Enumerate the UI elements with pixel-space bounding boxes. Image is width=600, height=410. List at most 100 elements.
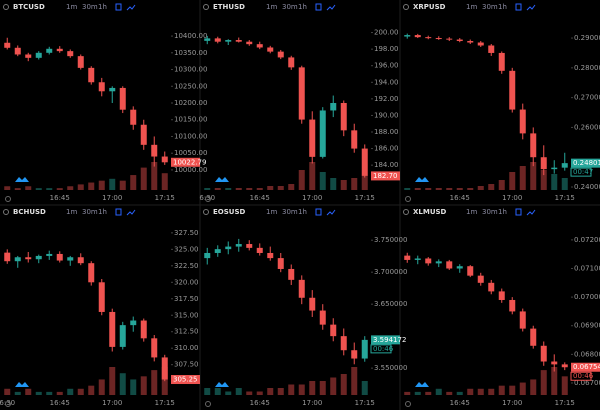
volume-bar: [414, 391, 421, 395]
volume-bar: [25, 186, 32, 190]
settings-icon[interactable]: [403, 209, 409, 215]
settings-icon[interactable]: [203, 4, 209, 10]
settings-icon[interactable]: [3, 4, 9, 10]
interval-button[interactable]: 1m: [66, 208, 77, 216]
interval-button[interactable]: 30m: [482, 208, 498, 216]
x-tick-label: 17:00: [102, 399, 122, 407]
chart-type-icon[interactable]: [315, 3, 322, 11]
interval-button[interactable]: 30m: [282, 208, 298, 216]
candle-body: [477, 275, 484, 283]
volume-bar: [46, 188, 53, 190]
interval-button[interactable]: 1m: [266, 3, 277, 11]
chart-type-icon[interactable]: [515, 3, 522, 11]
candle-body: [214, 38, 221, 42]
last-price-label: 10022.79: [173, 158, 206, 166]
volume-bar: [204, 188, 211, 190]
y-tick-label: 10150.00: [174, 116, 207, 124]
last-price-box: [571, 158, 600, 168]
candle-body: [361, 148, 368, 176]
interval-button[interactable]: 30m: [482, 3, 498, 11]
interval-button[interactable]: 30m: [82, 3, 98, 11]
interval-button[interactable]: 1h: [498, 3, 507, 11]
chart-type-icon[interactable]: [515, 208, 522, 216]
x-tick-label: 17:00: [302, 399, 322, 407]
y-tick-label: 0.0720000: [574, 236, 600, 244]
interval-button[interactable]: 1m: [66, 3, 77, 11]
x-tick-label: 17:15: [155, 194, 175, 202]
symbol[interactable]: BTCUSD: [13, 3, 45, 11]
volume-bar: [4, 388, 11, 395]
interval-button[interactable]: 30m: [82, 208, 98, 216]
indicator-icon[interactable]: [126, 4, 136, 11]
y-tick-label: 312.50: [174, 328, 199, 336]
volume-bar: [330, 377, 337, 395]
volume-bar: [267, 388, 274, 395]
candle-body: [161, 357, 168, 380]
chart-type-icon[interactable]: [115, 3, 122, 11]
candle-body: [319, 310, 326, 325]
interval-button[interactable]: 1h: [298, 208, 307, 216]
indicator-icon[interactable]: [326, 4, 336, 11]
settings-icon[interactable]: [205, 196, 211, 202]
interval-button[interactable]: 1h: [98, 3, 107, 11]
indicator-icon[interactable]: [526, 4, 536, 11]
interval-button[interactable]: 1h: [98, 208, 107, 216]
chart-type-icon[interactable]: [315, 208, 322, 216]
candle-body: [109, 311, 116, 347]
y-tick-label: 3.700000: [374, 268, 407, 276]
y-tick-label: 186.00: [374, 145, 399, 153]
y-tick-label: 10250.00: [174, 82, 207, 90]
last-price-label: 3.594172: [373, 336, 406, 344]
candle-body: [288, 268, 295, 280]
last-price-label: 0.0675498: [573, 363, 600, 371]
symbol[interactable]: EOSUSD: [213, 208, 245, 216]
settings-icon[interactable]: [205, 401, 211, 407]
volume-bar: [130, 175, 137, 190]
interval-button[interactable]: 1h: [498, 208, 507, 216]
settings-icon[interactable]: [203, 209, 209, 215]
settings-icon[interactable]: [5, 401, 11, 407]
interval-button[interactable]: 30m: [282, 3, 298, 11]
settings-icon[interactable]: [3, 209, 9, 215]
symbol[interactable]: XRPUSD: [413, 3, 446, 11]
interval-button[interactable]: 1h: [298, 3, 307, 11]
y-tick-label: 0.2400000: [574, 183, 600, 191]
volume-bar: [4, 186, 11, 190]
y-tick-label: 327.50: [174, 229, 199, 237]
symbol[interactable]: ETHUSD: [213, 3, 245, 11]
candle-body: [351, 350, 358, 359]
y-tick-label: 198.00: [374, 45, 399, 53]
candle-body: [151, 144, 158, 157]
settings-icon[interactable]: [405, 401, 411, 407]
settings-icon[interactable]: [405, 196, 411, 202]
volume-bar: [551, 174, 558, 190]
volume-bar: [119, 180, 126, 190]
candle-body: [88, 263, 95, 283]
candle-body: [56, 48, 63, 52]
symbol[interactable]: BCHUSD: [13, 208, 46, 216]
symbol[interactable]: XLMUSD: [413, 208, 447, 216]
indicator-icon[interactable]: [126, 209, 136, 216]
countdown-box: [370, 344, 392, 354]
chart-type-icon[interactable]: [115, 208, 122, 216]
candle-body: [130, 320, 137, 326]
y-tick-label: 10100.00: [174, 132, 207, 140]
x-tick-label: 17:15: [355, 194, 375, 202]
indicator-icon[interactable]: [526, 209, 536, 216]
volume-bar: [340, 374, 347, 395]
settings-icon[interactable]: [5, 196, 11, 202]
interval-button[interactable]: 1m: [266, 208, 277, 216]
volume-bar: [456, 391, 463, 395]
indicator-icon[interactable]: [326, 209, 336, 216]
volume-bar: [109, 178, 116, 190]
volume-bar: [404, 188, 411, 190]
settings-icon[interactable]: [403, 4, 409, 10]
candle-body: [98, 282, 105, 312]
volume-bar: [519, 382, 526, 395]
volume-bar: [35, 188, 42, 190]
interval-button[interactable]: 1m: [466, 3, 477, 11]
interval-button[interactable]: 1m: [466, 208, 477, 216]
countdown-label: 00:46: [573, 372, 594, 380]
y-tick-label: 10000.00: [174, 166, 207, 174]
candle-body: [361, 339, 368, 359]
